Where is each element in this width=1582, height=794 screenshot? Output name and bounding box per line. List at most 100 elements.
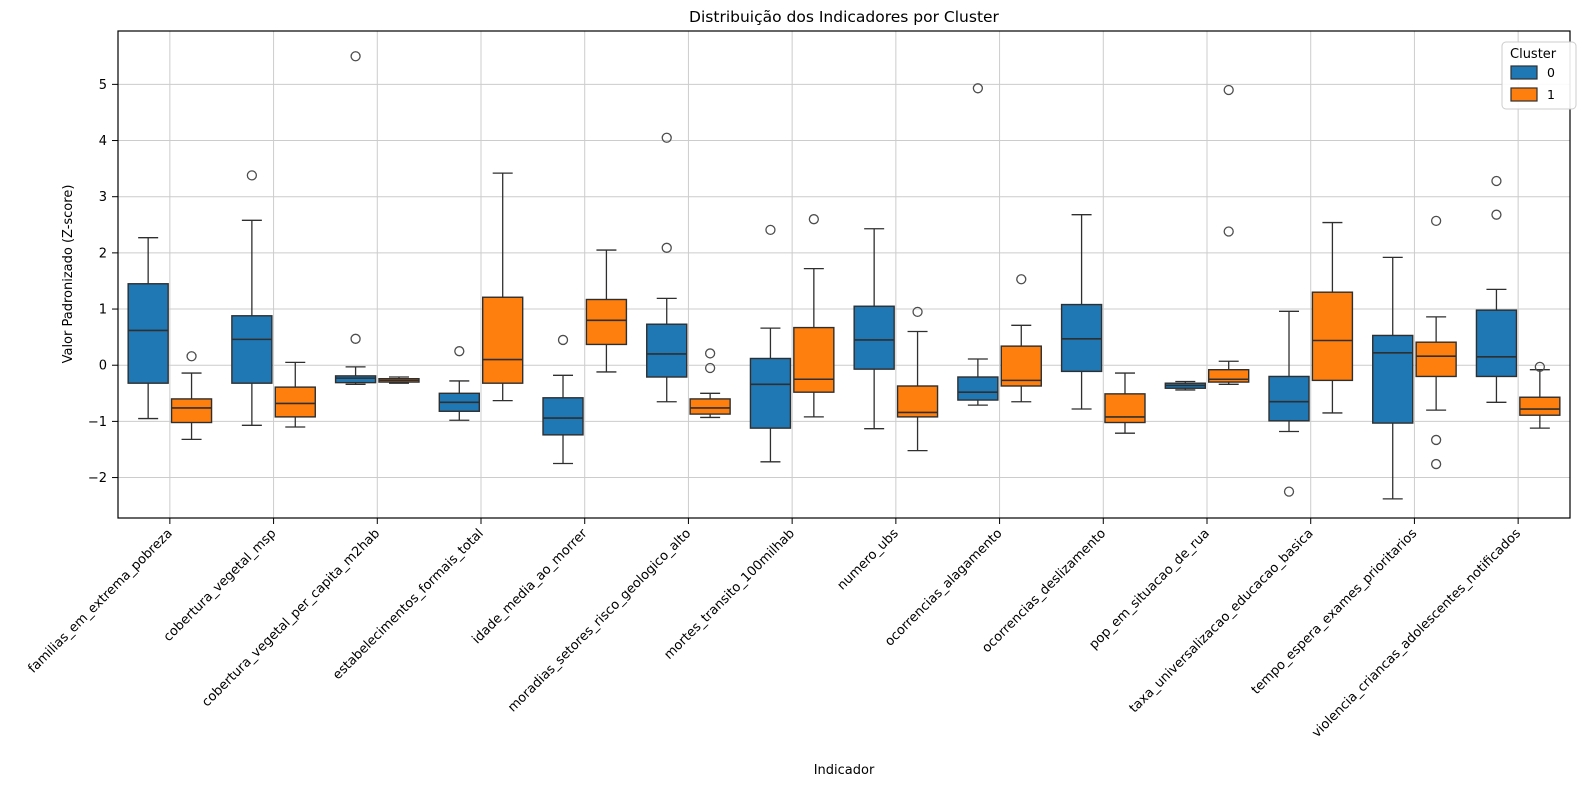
outlier-marker [246,170,258,181]
box-cluster1-idade_media_ao_morrer [585,249,628,373]
box-cluster0-ocorrencias_alagamento [957,83,999,406]
outlier-marker [765,224,776,235]
box-cluster1-cobertura_vegetal_msp [274,361,316,428]
box-cluster1-familias_em_extrema_pobreza [170,351,213,441]
x-tick-label: violencia_criancas_adolescentes_notifica… [1309,526,1524,741]
iqr-box [127,283,169,384]
box-cluster1-cobertura_vegetal_per_capita_m2hab [378,376,420,384]
y-axis-label: Valor Padronizado (Z-score) [61,185,76,364]
y-tick-label: −2 [88,471,107,486]
x-tick-label: cobertura_vegetal_msp [161,526,280,645]
box-cluster0-familias_em_extrema_pobreza [127,237,169,420]
box-cluster1-tempo_espera_exames_prioritarios [1415,215,1457,470]
box-cluster0-moradias_setores_risco_geologico_alto [646,132,688,403]
iqr-box [170,398,213,424]
y-tick-label: −1 [88,415,107,430]
iqr-box [1000,345,1042,387]
box-cluster0-taxa_universalizacao_educacao_basica [1268,310,1310,497]
iqr-box [482,296,524,384]
box-cluster0-violencia_criancas_adolescentes_notificados [1475,175,1518,403]
iqr-box [231,315,273,384]
x-tick-label: taxa_universalizacao_educacao_basica [1127,526,1317,716]
outlier-marker [1430,215,1442,227]
box-cluster1-ocorrencias_deslizamento [1104,372,1146,434]
box-cluster0-idade_media_ao_morrer [542,334,584,465]
box-cluster1-violencia_criancas_adolescentes_notificados [1519,361,1561,429]
outlier-marker [557,334,569,346]
legend: Cluster 0 1 [1501,41,1577,110]
iqr-box [1268,375,1310,422]
iqr-box [1207,369,1250,383]
iqr-box [1104,393,1146,424]
outlier-marker [661,242,672,253]
legend-item-cluster0: 0 [1510,65,1555,80]
iqr-box [1372,334,1414,424]
outlier-marker [661,132,672,143]
x-tick-label: numero_ubs [835,526,902,593]
box-cluster0-cobertura_vegetal_msp [231,170,273,426]
iqr-box [585,298,628,346]
outlier-marker [704,348,716,359]
legend-label-cluster1: 1 [1547,87,1555,102]
series-cluster1 [170,84,1561,470]
outlier-marker [912,306,923,318]
box-cluster1-pop_em_situacao_de_rua [1207,84,1250,385]
box-cluster0-estabelecimentos_formais_total [438,346,480,421]
legend-item-cluster1: 1 [1510,87,1555,102]
x-tick-label: ocorrencias_alagamento [882,526,1005,649]
iqr-box [793,326,835,393]
outlier-marker [1430,434,1442,446]
outlier-marker [350,51,361,62]
box-cluster1-moradias_setores_risco_geologico_alto [689,348,731,419]
chart-title: Distribuição dos Indicadores por Cluster [689,8,1000,26]
x-tick-label: cobertura_vegetal_per_capita_m2hab [199,526,383,710]
iqr-box [646,323,688,378]
y-tick-label: 4 [99,134,107,149]
box-cluster1-numero_ubs [896,306,939,452]
outlier-marker [1223,226,1234,237]
x-axis-label: Indicador [814,763,875,778]
box-cluster1-ocorrencias_alagamento [1000,274,1042,403]
outlier-marker [972,83,984,94]
legend-swatch-cluster1 [1510,87,1538,102]
x-tick-label: familias_em_extrema_pobreza [25,526,175,676]
y-tick-label: 3 [99,190,107,205]
iqr-box [1519,396,1561,416]
outlier-marker [1534,361,1545,373]
box-cluster1-estabelecimentos_formais_total [482,172,524,402]
iqr-box [957,376,999,401]
legend-swatch-cluster0 [1510,65,1538,80]
outlier-marker [1491,175,1502,187]
iqr-box [334,375,377,384]
outlier-marker [350,333,361,344]
y-tick-label: 5 [99,78,107,93]
box-cluster1-taxa_universalizacao_educacao_basica [1311,221,1354,414]
outlier-marker [186,351,197,362]
outlier-marker [1491,209,1502,220]
outlier-marker [808,214,819,225]
plot-border [117,30,1571,519]
iqr-box [1311,291,1354,382]
outlier-marker [1016,274,1027,285]
iqr-box [1475,309,1518,378]
box-cluster0-mortes_transito_100milhab [749,224,792,463]
box-cluster0-cobertura_vegetal_per_capita_m2hab [334,51,377,385]
x-tick-label: ocorrencias_deslizamento [979,526,1109,656]
x-tick-label: idade_media_ao_morrer [470,526,591,647]
box-cluster1-mortes_transito_100milhab [793,214,835,418]
box-cluster0-pop_em_situacao_de_rua [1164,380,1207,391]
iqr-box [689,398,731,415]
legend-title: Cluster [1510,47,1557,62]
iqr-box [274,386,316,418]
outlier-marker [454,346,465,357]
outlier-marker [1283,486,1295,497]
iqr-box [1415,341,1457,378]
series-cluster0 [127,51,1518,500]
y-tick-label: 2 [99,246,107,261]
outlier-marker [1430,458,1442,470]
gridlines [118,31,1570,518]
iqr-box [542,397,584,436]
box-cluster0-tempo_espera_exames_prioritarios [1372,256,1414,500]
